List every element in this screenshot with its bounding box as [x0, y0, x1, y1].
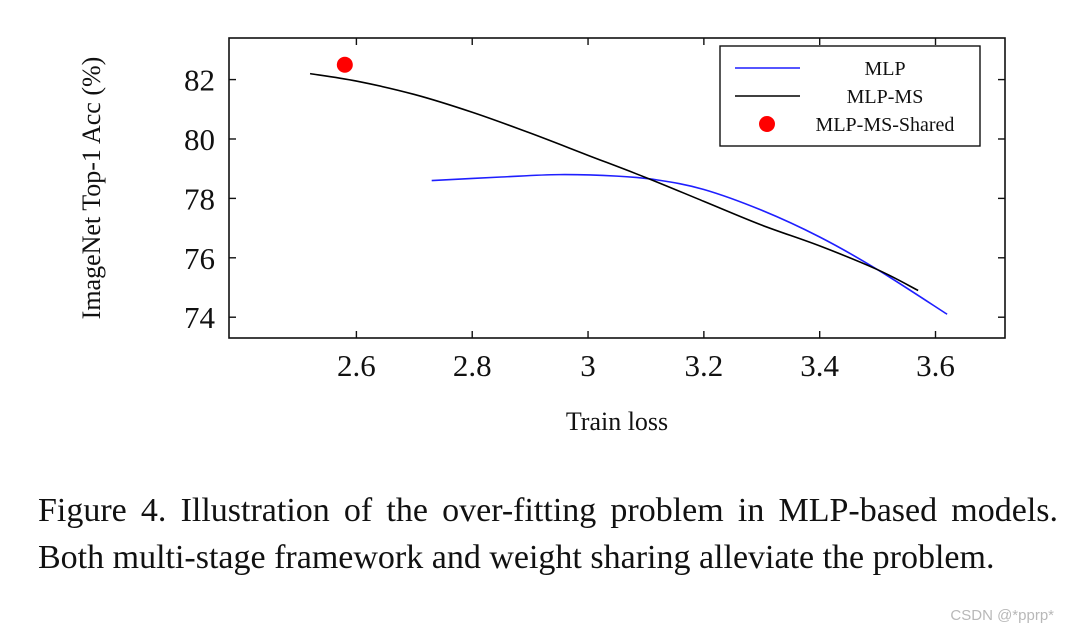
- x-tick-label: 3.6: [916, 348, 955, 383]
- legend-label-mlp-ms-shared: MLP-MS-Shared: [816, 114, 955, 136]
- x-axis-ticks: 2.6 2.8 3 3.2 3.4 3.6: [337, 38, 955, 383]
- legend-swatch-mlp-ms-shared: [759, 116, 775, 132]
- x-tick-label: 3.4: [800, 348, 839, 383]
- series-line-mlp-ms: [309, 72, 919, 292]
- x-tick-label: 3.2: [684, 348, 723, 383]
- y-tick-label: 78: [184, 181, 215, 216]
- x-tick-label: 2.8: [453, 348, 492, 383]
- y-axis-title: ImageNet Top-1 Acc (%): [77, 57, 106, 320]
- x-tick-label: 2.6: [337, 348, 376, 383]
- series-line-mlp: [431, 173, 948, 315]
- x-tick-label: 3: [580, 348, 596, 383]
- legend-label-mlp-ms: MLP-MS: [847, 86, 924, 108]
- y-tick-label: 82: [184, 63, 215, 98]
- series-layer: [309, 56, 948, 315]
- scatter-point-mlp-ms-shared: [336, 56, 353, 73]
- legend-label-mlp: MLP: [864, 58, 905, 80]
- figure-caption: Figure 4. Illustration of the over-fitti…: [38, 492, 1058, 576]
- y-tick-label: 76: [184, 241, 215, 276]
- y-tick-label: 80: [184, 122, 215, 157]
- legend: MLP MLP-MS MLP-MS-Shared: [719, 45, 981, 147]
- y-tick-label: 74: [184, 300, 216, 335]
- watermark: CSDN @*pprp*: [950, 607, 1054, 624]
- x-axis-title: Train loss: [566, 407, 668, 436]
- y-axis-ticks: 74 76 78 80 82: [184, 63, 1005, 335]
- plot-frame: [228, 37, 1006, 339]
- chart: 2.6 2.8 3 3.2 3.4 3.6 74 76 78 80 82 Train loss I…: [77, 37, 1006, 436]
